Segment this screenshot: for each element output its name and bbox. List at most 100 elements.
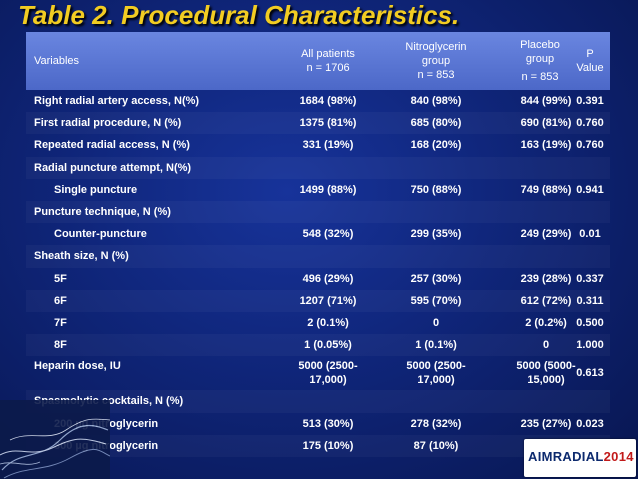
placebo-value: 5000 (5000- 15,000) <box>492 356 600 390</box>
table-row: Single puncture 1499 (88%) 750 (88%) 749 (8… <box>26 179 610 201</box>
nitroglycerin-value: 5000 (2500- 17,000) <box>380 356 492 390</box>
p-value: 0.500 <box>576 317 604 330</box>
table-row: First radial procedure, N (%) 1375 (81%) 6… <box>26 112 610 134</box>
placebo-value-line: 5000 (5000- <box>516 360 576 373</box>
placebo-value: 690 (81%) <box>520 117 572 130</box>
all-patients-value: 1499 (88%) <box>299 183 357 196</box>
all-patients-value <box>276 201 380 223</box>
aimradial-2014-logo: AIMRADIAL2014 <box>524 439 636 477</box>
logo-brand: AIM <box>528 449 553 464</box>
table-row: 8F 1 (0.05%) 1 (0.1%) 0 1.000 <box>26 334 610 356</box>
nitroglycerin-value <box>380 245 492 267</box>
placebo-value-line: 15,000) <box>527 374 565 387</box>
p-value <box>564 390 616 412</box>
placebo-value: 612 (72%) <box>520 294 572 307</box>
all-patients-value: 1207 (71%) <box>299 294 357 307</box>
table-row: Heparin dose, IU 5000 (2500- 17,000) 5000 (… <box>26 356 610 390</box>
row-label: Radial puncture attempt, N(%) <box>34 161 192 174</box>
header-nitroglycerin-group: Nitroglycerin group n = 853 <box>380 32 492 90</box>
table-row: Puncture technique, N (%) <box>26 201 610 223</box>
header-variables: Variables <box>34 55 80 67</box>
table-row: Repeated radial access, N (%) 331 (19%) 16… <box>26 134 610 156</box>
p-value: 0.391 <box>576 95 604 108</box>
nitroglycerin-value-line: 17,000) <box>417 374 455 387</box>
row-label: 6F <box>54 294 67 307</box>
row-label: Single puncture <box>54 183 138 196</box>
slide-title: Table 2. Procedural Characteristics. <box>18 0 460 30</box>
radial-artery-illustration-icon <box>0 400 110 479</box>
p-value: 0.760 <box>576 117 604 130</box>
placebo-value: 163 (19%) <box>520 139 572 152</box>
p-value: 0.023 <box>576 417 604 430</box>
all-patients-value: 175 (10%) <box>302 439 354 452</box>
all-patients-value <box>276 390 380 412</box>
nitroglycerin-value: 1 (0.1%) <box>415 339 457 352</box>
p-value: 0.337 <box>576 272 604 285</box>
logo-wordmark: AIMRADIAL2014 <box>528 449 634 464</box>
row-label: Right radial artery access, N(%) <box>34 95 200 108</box>
header-all-patients: All patients n = 1706 <box>276 32 380 90</box>
header-placebo-line3: n = 853 <box>521 71 559 83</box>
table-row: 6F 1207 (71%) 595 (70%) 612 (72%) 0.311 <box>26 290 610 312</box>
p-value: 0.311 <box>576 294 604 307</box>
all-patients-value: 548 (32%) <box>302 228 354 241</box>
nitroglycerin-value: 685 (80%) <box>410 117 462 130</box>
all-patients-value-line: 5000 (2500- <box>298 360 358 373</box>
nitroglycerin-value: 0 <box>432 317 440 330</box>
all-patients-value-line: 17,000) <box>309 374 347 387</box>
header-all-patients-line2: n = 1706 <box>306 62 350 74</box>
nitroglycerin-value: 840 (98%) <box>410 95 462 108</box>
table-row: Right radial artery access, N(%) 1684 (98… <box>26 90 610 112</box>
all-patients-value <box>276 157 380 179</box>
header-p-value-line2: Value <box>576 62 604 74</box>
placebo-value: 235 (27%) <box>520 417 572 430</box>
table-header: Variables All patients n = 1706 Nitrogly… <box>26 32 610 90</box>
row-label: 7F <box>54 317 67 330</box>
p-value: 0.760 <box>576 139 604 152</box>
nitroglycerin-value <box>380 201 492 223</box>
header-placebo-group: Placebo group n = 853 <box>492 32 588 90</box>
nitroglycerin-value: 299 (35%) <box>410 228 462 241</box>
p-value <box>564 157 616 179</box>
nitroglycerin-value: 595 (70%) <box>410 294 462 307</box>
all-patients-value: 1 (0.05%) <box>304 339 352 352</box>
row-label: 8F <box>54 339 67 352</box>
all-patients-value: 513 (30%) <box>302 417 354 430</box>
nitroglycerin-value: 87 (10%) <box>413 439 459 452</box>
placebo-value: 749 (88%) <box>520 183 572 196</box>
header-nitroglycerin-line3: n = 853 <box>417 69 455 81</box>
p-value <box>564 245 616 267</box>
p-value: 0.01 <box>579 228 601 241</box>
all-patients-value: 1684 (98%) <box>299 95 357 108</box>
all-patients-value <box>276 245 380 267</box>
nitroglycerin-value-line: 5000 (2500- <box>406 360 466 373</box>
placebo-value: 249 (29%) <box>520 228 572 241</box>
row-label: First radial procedure, N (%) <box>34 117 182 130</box>
header-nitroglycerin-line2: group <box>421 55 451 67</box>
header-p-value: P Value <box>566 32 614 90</box>
p-value: 0.613 <box>576 367 604 380</box>
table-row: Spasmolytic cocktails, N (%) <box>26 390 610 412</box>
nitroglycerin-value: 257 (30%) <box>410 272 462 285</box>
logo-name: RADIAL <box>552 449 604 464</box>
all-patients-value: 5000 (2500- 17,000) <box>276 356 380 390</box>
p-value <box>564 201 616 223</box>
table-row: 7F 2 (0.1%) 0 2 (0.2%) 0.500 <box>26 312 610 334</box>
row-label: 5F <box>54 272 67 285</box>
placebo-value: 0 <box>542 339 550 352</box>
header-nitroglycerin-line1: Nitroglycerin <box>405 41 467 53</box>
placebo-value: 844 (99%) <box>520 95 572 108</box>
table-row: Counter-puncture 548 (32%) 299 (35%) 249 (2… <box>26 223 610 245</box>
header-placebo-line2: group <box>525 53 555 65</box>
nitroglycerin-value: 168 (20%) <box>410 139 462 152</box>
logo-year: 2014 <box>603 449 634 464</box>
p-value: 0.941 <box>576 183 604 196</box>
placebo-value: 239 (28%) <box>520 272 572 285</box>
all-patients-value: 496 (29%) <box>302 272 354 285</box>
row-label: Sheath size, N (%) <box>34 250 129 263</box>
table-row: Sheath size, N (%) <box>26 245 610 267</box>
row-label: Puncture technique, N (%) <box>34 206 171 219</box>
row-label: Counter-puncture <box>54 228 147 241</box>
